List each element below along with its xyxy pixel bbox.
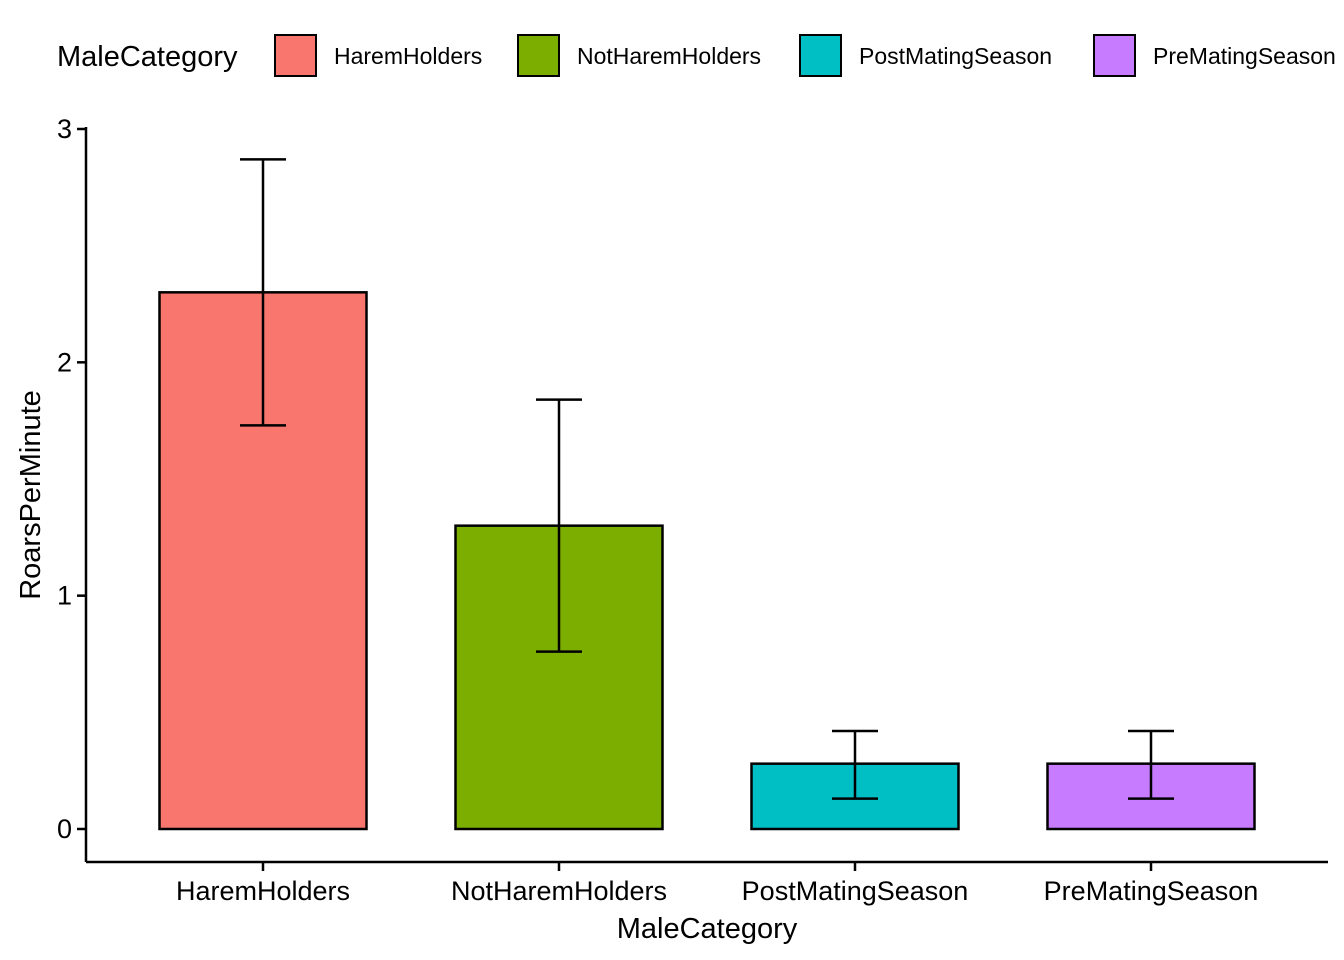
x-tick-label: PostMatingSeason — [742, 876, 969, 906]
legend-swatch — [1093, 34, 1136, 77]
y-tick-label: 2 — [57, 347, 72, 377]
x-tick-label: HaremHolders — [176, 876, 350, 906]
error-bar-NotHaremHolders — [536, 398, 582, 653]
legend-swatch — [274, 34, 317, 77]
x-tick-label: PreMatingSeason — [1044, 876, 1259, 906]
legend-label: PostMatingSeason — [859, 43, 1052, 69]
legend-title: MaleCategory — [57, 41, 238, 73]
y-axis-title: RoarsPerMinute — [15, 390, 47, 600]
legend-item-NotHaremHolders: NotHaremHolders — [517, 34, 761, 77]
x-axis: HaremHolders NotHaremHolders PostMatingSea… — [86, 860, 1328, 906]
legend-swatch — [517, 34, 560, 77]
legend-item-PostMatingSeason: PostMatingSeason — [799, 34, 1052, 77]
legend-item-HaremHolders: HaremHolders — [274, 34, 482, 77]
y-axis: 0 1 2 3 — [57, 114, 88, 862]
error-bar-HaremHolders — [240, 158, 286, 427]
legend-label: NotHaremHolders — [577, 43, 761, 69]
legend: MaleCategory HaremHolders NotHaremHolders… — [57, 34, 1336, 77]
error-bar-PreMatingSeason — [1128, 729, 1174, 800]
y-tick-label: 0 — [57, 814, 72, 844]
legend-item-PreMatingSeason: PreMatingSeason — [1093, 34, 1336, 77]
plot-area — [158, 158, 1256, 831]
x-tick-label: NotHaremHolders — [451, 876, 667, 906]
legend-label: PreMatingSeason — [1153, 43, 1336, 69]
legend-label: HaremHolders — [334, 43, 482, 69]
x-axis-title: MaleCategory — [617, 913, 798, 945]
error-bar-PostMatingSeason — [832, 729, 878, 800]
y-tick-label: 3 — [57, 114, 72, 144]
y-tick-label: 1 — [57, 581, 72, 611]
legend-swatch — [799, 34, 842, 77]
